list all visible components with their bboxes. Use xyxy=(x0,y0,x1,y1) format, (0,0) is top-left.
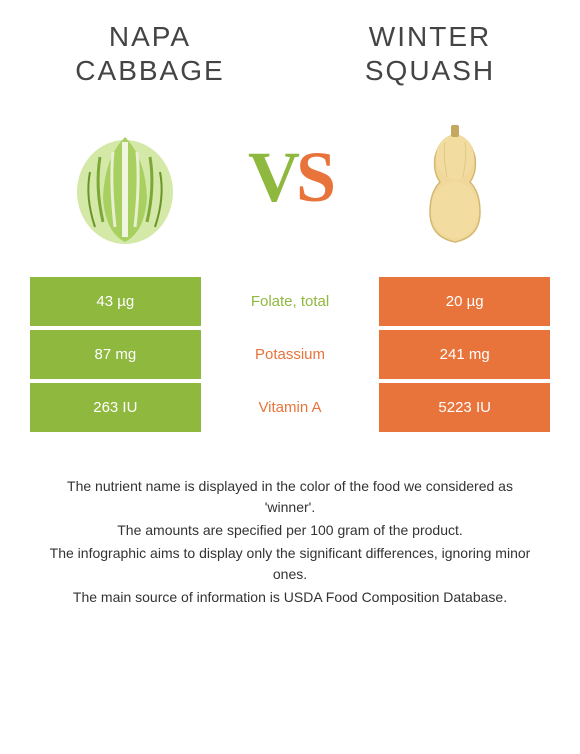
vs-s: S xyxy=(296,137,332,217)
food-right-title: Winter squash xyxy=(340,20,520,87)
food-right-line1: Winter xyxy=(369,21,491,52)
footer-line1: The nutrient name is displayed in the co… xyxy=(40,476,540,518)
food-left-line2: cabbage xyxy=(75,55,224,86)
images-row: VS xyxy=(0,87,580,277)
footer-line3: The infographic aims to display only the… xyxy=(40,543,540,585)
cell-right-value: 241 mg xyxy=(379,330,550,379)
food-right-line2: squash xyxy=(365,55,495,86)
footer: The nutrient name is displayed in the co… xyxy=(0,436,580,608)
cabbage-icon xyxy=(65,107,185,247)
vs-v: V xyxy=(248,137,296,217)
footer-line2: The amounts are specified per 100 gram o… xyxy=(40,520,540,541)
food-left-line1: Napa xyxy=(109,21,191,52)
cell-left-value: 263 IU xyxy=(30,383,201,432)
nutrient-table: 43 µgFolate, total20 µg87 mgPotassium241… xyxy=(30,277,550,432)
table-row: 43 µgFolate, total20 µg xyxy=(30,277,550,326)
cell-nutrient-name: Vitamin A xyxy=(205,383,376,432)
table-row: 87 mgPotassium241 mg xyxy=(30,330,550,379)
vs-label: VS xyxy=(248,136,332,219)
header: Napa cabbage Winter squash xyxy=(0,0,580,87)
cell-nutrient-name: Folate, total xyxy=(205,277,376,326)
squash-icon xyxy=(405,107,505,247)
food-right-image xyxy=(390,107,520,247)
footer-line4: The main source of information is USDA F… xyxy=(40,587,540,608)
cell-nutrient-name: Potassium xyxy=(205,330,376,379)
cell-left-value: 43 µg xyxy=(30,277,201,326)
table-row: 263 IUVitamin A5223 IU xyxy=(30,383,550,432)
cell-left-value: 87 mg xyxy=(30,330,201,379)
cell-right-value: 20 µg xyxy=(379,277,550,326)
food-left-image xyxy=(60,107,190,247)
cell-right-value: 5223 IU xyxy=(379,383,550,432)
food-left-title: Napa cabbage xyxy=(60,20,240,87)
